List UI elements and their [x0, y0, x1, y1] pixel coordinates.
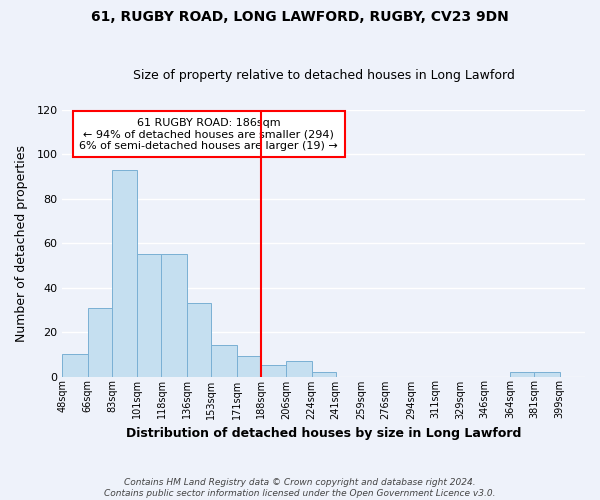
- Bar: [510, 372, 534, 376]
- Bar: [534, 372, 560, 376]
- X-axis label: Distribution of detached houses by size in Long Lawford: Distribution of detached houses by size …: [126, 427, 521, 440]
- Bar: [88, 308, 112, 376]
- Bar: [286, 361, 311, 376]
- Y-axis label: Number of detached properties: Number of detached properties: [15, 144, 28, 342]
- Bar: [112, 170, 137, 376]
- Bar: [161, 254, 187, 376]
- Text: Contains HM Land Registry data © Crown copyright and database right 2024.
Contai: Contains HM Land Registry data © Crown c…: [104, 478, 496, 498]
- Bar: [187, 303, 211, 376]
- Bar: [260, 366, 286, 376]
- Bar: [62, 354, 88, 376]
- Bar: [236, 356, 260, 376]
- Text: 61, RUGBY ROAD, LONG LAWFORD, RUGBY, CV23 9DN: 61, RUGBY ROAD, LONG LAWFORD, RUGBY, CV2…: [91, 10, 509, 24]
- Bar: [311, 372, 335, 376]
- Bar: [211, 346, 236, 376]
- Title: Size of property relative to detached houses in Long Lawford: Size of property relative to detached ho…: [133, 69, 515, 82]
- Text: 61 RUGBY ROAD: 186sqm
← 94% of detached houses are smaller (294)
6% of semi-deta: 61 RUGBY ROAD: 186sqm ← 94% of detached …: [79, 118, 338, 151]
- Bar: [137, 254, 161, 376]
